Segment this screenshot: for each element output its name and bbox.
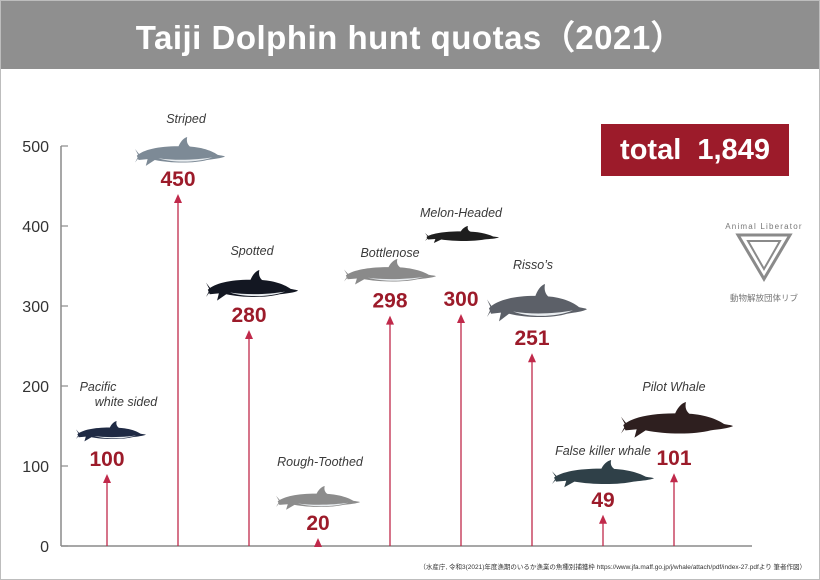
icon-body — [207, 279, 298, 301]
rough-toothed-dolphin-icon — [276, 486, 360, 510]
value-label: 298 — [372, 290, 407, 313]
category-label: Rough-Toothed — [277, 455, 364, 469]
icon-body — [345, 267, 436, 285]
melon-headed-whale-icon — [425, 226, 499, 243]
bar-arrow — [103, 474, 111, 483]
icon-fin — [674, 402, 691, 415]
icon-belly — [297, 502, 349, 507]
value-label: 251 — [514, 327, 549, 350]
icon-belly — [158, 157, 213, 162]
false-killer-whale-icon — [552, 460, 654, 488]
y-tick-label: 200 — [22, 379, 49, 396]
category-label: Melon-Headed — [420, 206, 503, 220]
value-label: 101 — [656, 447, 691, 470]
value-label: 280 — [231, 304, 266, 327]
bar-arrow — [245, 330, 253, 339]
y-tick-label: 500 — [22, 139, 49, 156]
icon-fin — [600, 460, 616, 470]
triangle-logo-icon — [735, 233, 793, 282]
bar-arrow — [386, 315, 394, 325]
y-tick-label: 300 — [22, 299, 49, 316]
icon-body — [426, 231, 499, 243]
icon-fin — [178, 137, 191, 148]
icon-belly — [94, 435, 137, 439]
category-label: Bottlenose — [360, 246, 419, 260]
value-label: 49 — [591, 489, 614, 512]
spotted-dolphin-icon — [206, 270, 298, 301]
logo-name: Animal Liberator — [725, 222, 803, 231]
chart-title: Taiji Dolphin hunt quotas（2021） — [1, 1, 819, 69]
y-tick-label: 100 — [22, 459, 49, 476]
value-label: 20 — [306, 512, 329, 535]
bar-arrow — [174, 194, 182, 203]
value-label: 450 — [160, 168, 195, 191]
icon-body — [77, 427, 146, 442]
total-badge: total 1,849 — [601, 124, 789, 176]
logo-japanese-name: 動物解放団体リブ — [729, 293, 798, 303]
pacific-white-sided-dolphin-icon — [76, 421, 146, 442]
category-label: Spotted — [230, 244, 274, 258]
bar-arrow — [528, 353, 536, 363]
pilot-whale-icon — [621, 402, 733, 438]
icon-fin — [316, 486, 329, 495]
y-tick-label: 400 — [22, 219, 49, 236]
icon-fin — [460, 226, 471, 232]
icon-body — [554, 468, 654, 488]
bar-arrow — [670, 473, 678, 483]
source-note: （水産庁, 令和3(2021)年度漁期のいるか漁業の魚種別捕獲枠 https:/… — [419, 564, 806, 571]
category-label: white sided — [95, 395, 159, 409]
y-tick-label: 0 — [40, 539, 49, 556]
value-label: 300 — [443, 288, 478, 311]
icon-body — [623, 413, 733, 438]
icon-body — [277, 493, 360, 510]
icon-fin — [109, 421, 120, 429]
icon-belly — [229, 291, 286, 297]
rissos-dolphin-icon — [487, 284, 587, 322]
icon-fin — [250, 270, 264, 281]
animal-liberator-logo: Animal Liberator 動物解放団体リブ — [712, 222, 816, 304]
icon-fin — [388, 259, 402, 268]
icon-body — [136, 146, 225, 166]
bar-arrow — [599, 514, 607, 524]
category-label: Striped — [166, 112, 207, 126]
icon-belly — [513, 310, 573, 316]
icon-body — [489, 295, 587, 322]
icon-fin — [535, 284, 549, 298]
category-label: Pilot Whale — [642, 380, 705, 394]
icon-belly — [367, 277, 424, 281]
value-label: 100 — [89, 448, 124, 471]
bar-arrow — [314, 538, 322, 547]
bottlenose-dolphin-icon — [344, 259, 436, 285]
category-label: Pacific — [80, 380, 118, 394]
striped-dolphin-icon — [135, 137, 225, 166]
bar-arrow — [457, 314, 465, 323]
category-label: Risso’s — [513, 258, 553, 272]
category-label: False killer whale — [555, 444, 651, 458]
